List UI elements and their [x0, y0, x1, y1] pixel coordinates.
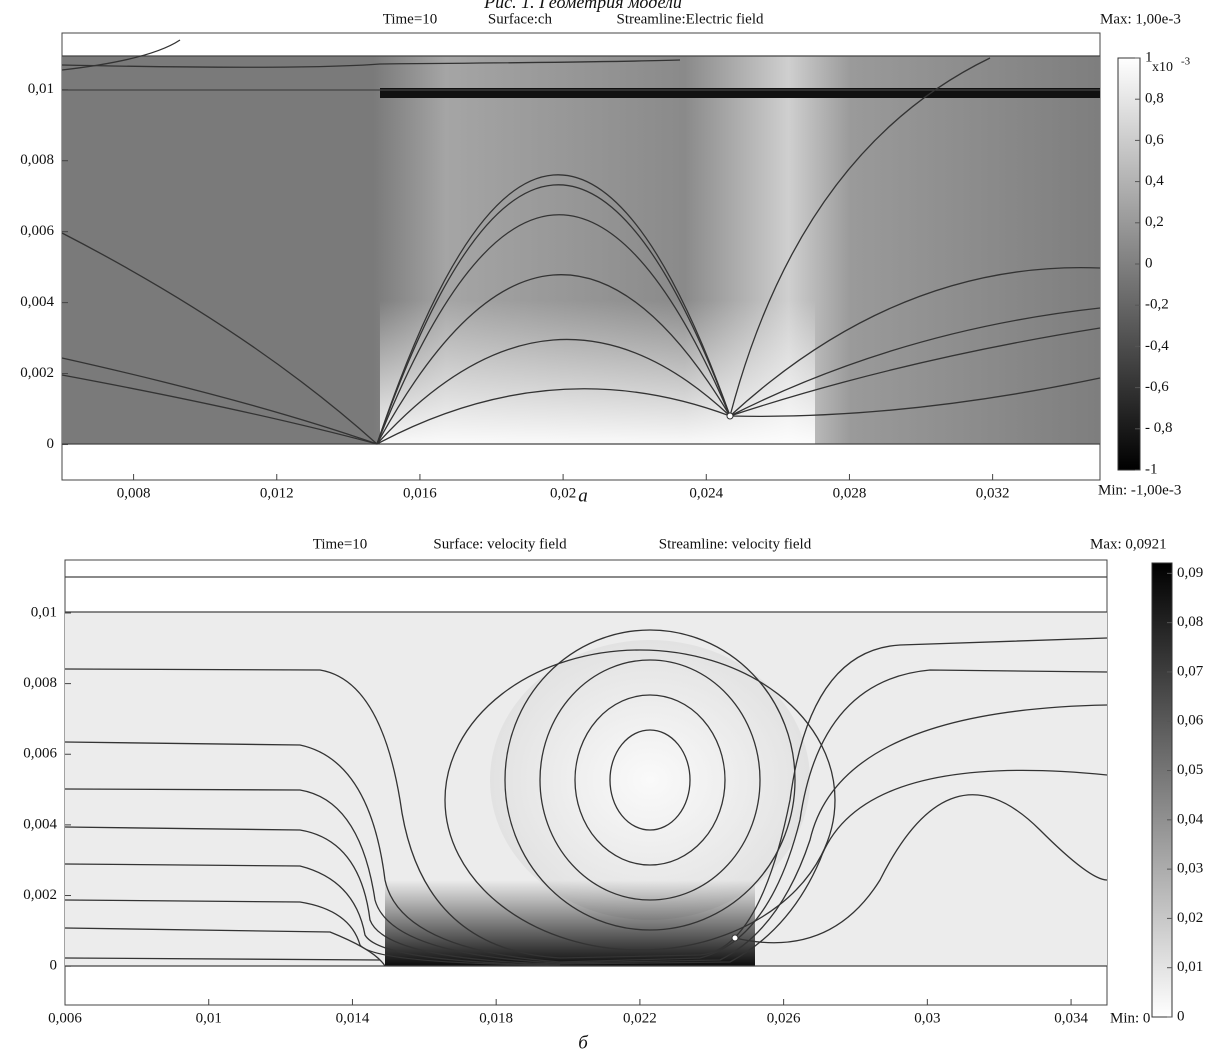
plot-title: Surface: velocity field — [433, 536, 567, 552]
x-tick-label: 0,006 — [48, 1010, 82, 1026]
colorbar-tick-label: 0,04 — [1177, 811, 1204, 827]
colorbar-tick-label: 0,8 — [1145, 91, 1164, 107]
y-tick-label: 0 — [47, 436, 55, 452]
x-tick-label: 0,024 — [689, 485, 723, 501]
colorbar-tick-label: -0,6 — [1145, 379, 1169, 395]
colorbar-tick-label: 0,01 — [1177, 959, 1203, 975]
colorbar-tick-label: 0,08 — [1177, 614, 1203, 630]
max-label: Max: 0,0921 — [1090, 536, 1167, 552]
colorbar-tick-label: 0,02 — [1177, 910, 1203, 926]
y-tick-label: 0,002 — [20, 365, 54, 381]
field-highlight — [380, 300, 815, 444]
colorbar-tick-label: 0,09 — [1177, 565, 1203, 581]
y-tick-label: 0,01 — [31, 604, 57, 620]
y-tick-label: 0,004 — [23, 816, 57, 832]
y-tick-label: 0,006 — [20, 223, 54, 239]
panel-label: а — [578, 485, 588, 506]
x-tick-label: 0,032 — [976, 485, 1010, 501]
x-tick-label: 0,01 — [196, 1010, 222, 1026]
max-label: Max: 1,00e-3 — [1100, 11, 1181, 27]
y-tick-label: 0,006 — [23, 746, 57, 762]
y-tick-label: 0,008 — [20, 152, 54, 168]
colorbar-tick-label: 0 — [1177, 1008, 1185, 1024]
colorbar-tick-label: 0 — [1145, 255, 1153, 271]
y-tick-label: 0,008 — [23, 675, 57, 691]
colorbar-exponent: x10 — [1152, 60, 1173, 75]
x-tick-label: 0,034 — [1054, 1010, 1088, 1026]
colorbar-tick-label: 0,03 — [1177, 861, 1203, 877]
colorbar-tick-label: 0,6 — [1145, 132, 1164, 148]
colorbar-tick-label: 0,06 — [1177, 713, 1204, 729]
colorbar — [1151, 562, 1173, 1018]
colorbar-exponent-power: -3 — [1181, 56, 1191, 68]
colorbar-tick-label: 0,05 — [1177, 762, 1203, 778]
panel-label: б — [578, 1032, 589, 1053]
plot-title: Time=10 — [383, 11, 438, 27]
min-label: Min: 0 — [1110, 1010, 1150, 1026]
y-tick-label: 0,002 — [23, 887, 57, 903]
colorbar-tick-label: -0,2 — [1145, 297, 1169, 313]
plot-title: Streamline:Electric field — [616, 11, 764, 27]
colorbar-tick-label: 0,2 — [1145, 214, 1164, 230]
field-dark-band — [380, 88, 1100, 98]
min-label: Min: -1,00e-3 — [1098, 482, 1181, 498]
y-tick-label: 0,004 — [20, 294, 54, 310]
plot-title: Time=10 — [313, 536, 368, 552]
colorbar-tick-label: -0,4 — [1145, 338, 1169, 354]
x-tick-label: 0,02 — [550, 485, 576, 501]
colorbar-tick-label: 0,4 — [1145, 173, 1164, 189]
colorbar-tick-label: 1 — [1145, 49, 1153, 65]
colorbar-tick-label: - 0,8 — [1145, 420, 1173, 436]
colorbar-tick-label: 0,07 — [1177, 663, 1204, 679]
field-highlight — [490, 640, 810, 920]
x-tick-label: 0,018 — [479, 1010, 513, 1026]
x-tick-label: 0,026 — [767, 1010, 801, 1026]
colorbar-tick-label: -1 — [1145, 461, 1158, 477]
x-tick-label: 0,014 — [336, 1010, 370, 1026]
plot-title: Streamline: velocity field — [659, 536, 812, 552]
y-tick-label: 0 — [50, 958, 58, 974]
field-dark — [385, 880, 755, 966]
streamlines — [64, 629, 1108, 967]
plot-title: Surface:ch — [488, 11, 553, 27]
x-tick-label: 0,016 — [403, 485, 437, 501]
x-tick-label: 0,03 — [914, 1010, 940, 1026]
streamlines — [61, 39, 1101, 445]
y-tick-label: 0,01 — [28, 81, 54, 97]
x-tick-label: 0,022 — [623, 1010, 657, 1026]
x-tick-label: 0,028 — [833, 485, 867, 501]
x-tick-label: 0,012 — [260, 485, 294, 501]
x-tick-label: 0,008 — [117, 485, 151, 501]
caption: Рис. 1. Геометрия модели — [483, 0, 682, 12]
